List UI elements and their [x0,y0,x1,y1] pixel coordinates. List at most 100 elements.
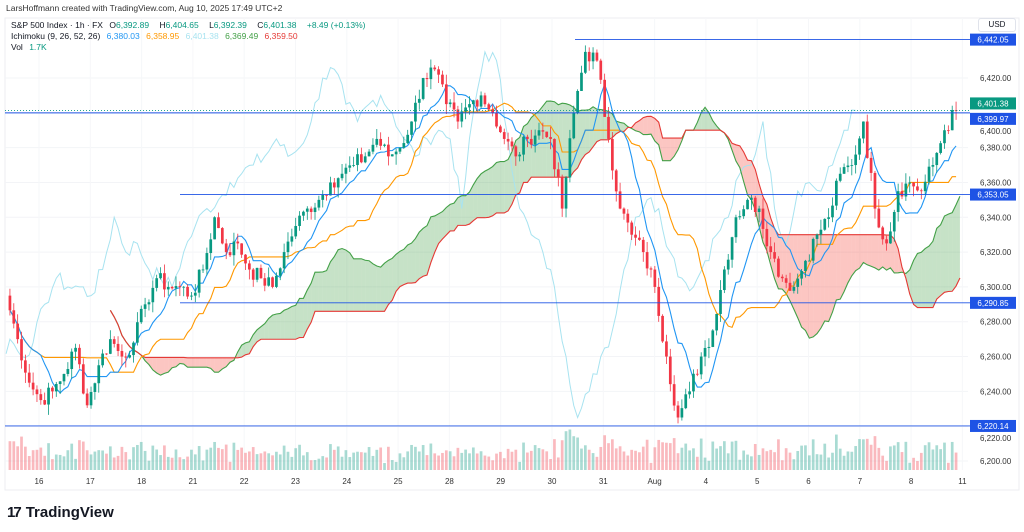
volume-bar [595,456,599,470]
time-tick-label: 21 [188,477,197,486]
time-axis[interactable]: 16 17 18 21 22 23 24 25 28 29 30 31 Aug 4 5 6 7 8 11 [35,477,968,486]
price-axis[interactable]: 6,420.00 6,400.00 6,380.00 6,360.00 6,340.00… [980,74,1012,466]
horizontal-levels[interactable]: 6,442.05 6,399.97 6,353.05 6,290.85 6,220.14… [5,33,1016,432]
volume-bar [344,450,348,470]
cloud-segment [886,235,891,271]
candle-body [638,237,641,240]
candle-body [591,52,595,62]
volume-bar [695,456,699,470]
cloud-segment [647,116,651,135]
volume-bar [908,462,912,470]
tradingview-logo[interactable]: 17 TradingView [7,504,114,521]
candle-body [761,208,765,229]
candle-body [923,181,927,192]
level-badge [970,112,1016,125]
volume-bar [267,453,271,470]
volume-bar [614,448,618,470]
volume-bar [205,449,209,470]
volume-bar [587,449,591,470]
cloud-segment [871,234,875,268]
cloud-segment [299,298,304,338]
candle-body [684,394,688,409]
candle-body [329,182,332,196]
cloud-segment [577,110,582,168]
cloud-segment [230,357,234,363]
cloud-segment [562,103,567,178]
cloud-segment [936,224,941,300]
level-badge-label: 6,353.05 [977,191,1009,200]
cloud-segment [442,207,447,240]
candle-body [580,72,583,91]
time-tick-label: 18 [137,477,146,486]
cloud-segment [427,216,431,276]
cloud-segment [674,138,679,157]
volume-bar [128,459,131,470]
volume-bar [85,450,89,470]
cloud-segment [956,196,960,287]
cloud-segment [318,271,323,312]
cloud-segment [284,308,288,340]
candle-body [900,191,904,197]
cloud-segment [851,234,856,276]
symbol-legend-row[interactable]: S&P 500 Index · 1h · FX O6,392.89 H6,404… [11,20,369,31]
volume-bar [765,451,769,470]
cloud-segment [527,117,532,183]
cloud-segment [148,357,153,370]
volume-bar [209,447,213,470]
volume-bar [39,447,43,470]
volume-bar [383,463,386,470]
volume-bar [819,454,823,470]
candle-body [854,154,858,166]
cloud-segment [249,334,254,354]
volume-bar [854,446,858,470]
candle-body [572,112,576,139]
cloud-segment [484,169,489,218]
candle-body [649,268,653,270]
candle-body [356,154,359,166]
price-tick-label: 6,280.00 [980,318,1012,327]
candle-body [8,295,12,311]
volume-bar [545,451,549,470]
candle-body [325,194,328,196]
currency-button[interactable]: USD [978,18,1016,32]
candle-body [124,356,128,358]
candle-body [305,208,309,212]
volume-bar [441,452,444,470]
candle-body [715,313,718,331]
candle-body [788,282,792,291]
candle-body [66,369,70,374]
volume-bar [954,452,958,470]
candle-body [217,217,220,229]
volume-bar [375,449,379,470]
volume-bar [916,461,919,470]
price-tick-label: 6,320.00 [980,248,1012,257]
cloud-segment [832,234,837,313]
candle-body [425,78,429,80]
candle-body [271,277,274,287]
candle-body [723,269,726,291]
level-badge-label: 6,290.85 [977,299,1009,308]
volume-bar [622,451,626,470]
senkou-span-a-line [109,100,961,376]
volume-bar [62,456,66,470]
cloud-segment [670,138,675,161]
candle-body [568,138,572,178]
volume-legend-row[interactable]: Vol 1.7K [11,42,369,53]
volume-bar [394,461,398,470]
candle-body [943,130,946,144]
candle-body [209,239,213,254]
cloud-segment [361,258,366,312]
cloud-segment [944,214,949,293]
volume-bar [711,441,715,470]
volume-bar [510,451,514,470]
volume-bar [193,454,197,470]
ichimoku-legend-row[interactable]: Ichimoku (9, 26, 52, 26) 6,380.03 6,358.… [11,31,369,42]
candle-body [912,182,915,187]
volume-bar [753,444,757,470]
volume-bar [495,453,498,470]
cloud-segment [172,357,176,368]
candle-body [645,252,649,269]
cloud-segment [859,234,864,269]
volume-bar [224,444,228,470]
